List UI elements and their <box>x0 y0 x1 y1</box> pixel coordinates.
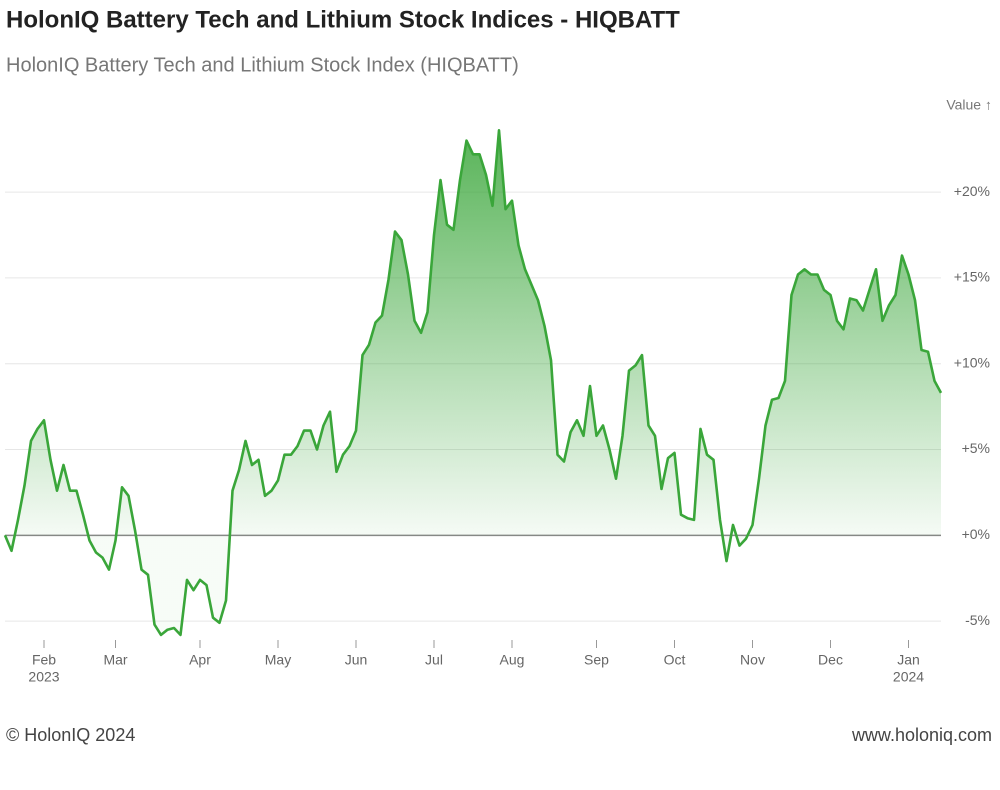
x-tick-label: Feb <box>32 652 56 668</box>
x-tick-label: Sep <box>584 652 609 668</box>
x-tick-label: Nov <box>740 652 765 668</box>
y-tick-label: +0% <box>962 526 990 542</box>
y-axis-label: Value ↑ <box>946 97 992 113</box>
footer-left: © HolonIQ 2024 <box>6 725 135 745</box>
x-tick-label: Mar <box>103 652 127 668</box>
x-tick-year: 2023 <box>28 669 59 685</box>
footer-right: www.holoniq.com <box>851 725 992 745</box>
x-tick-label: Jun <box>345 652 368 668</box>
y-tick-label: -5% <box>965 612 990 628</box>
chart-title: HolonIQ Battery Tech and Lithium Stock I… <box>6 6 680 33</box>
y-tick-label: +10% <box>954 354 990 370</box>
x-tick-label: Apr <box>189 652 211 668</box>
y-tick-label: +15% <box>954 269 990 285</box>
line <box>3 129 943 637</box>
y-tick-label: +20% <box>954 183 990 199</box>
area <box>5 130 941 635</box>
x-tick-label: Dec <box>818 652 843 668</box>
y-tick-label: +5% <box>962 440 990 456</box>
x-tick-year: 2024 <box>893 669 924 685</box>
x-tick-label: Jul <box>425 652 443 668</box>
x-tick-label: Jan <box>897 652 920 668</box>
x-tick-label: Aug <box>500 652 525 668</box>
x-tick-label: Oct <box>664 652 686 668</box>
x-tick-label: May <box>265 652 291 668</box>
chart-subtitle: HolonIQ Battery Tech and Lithium Stock I… <box>6 54 519 76</box>
